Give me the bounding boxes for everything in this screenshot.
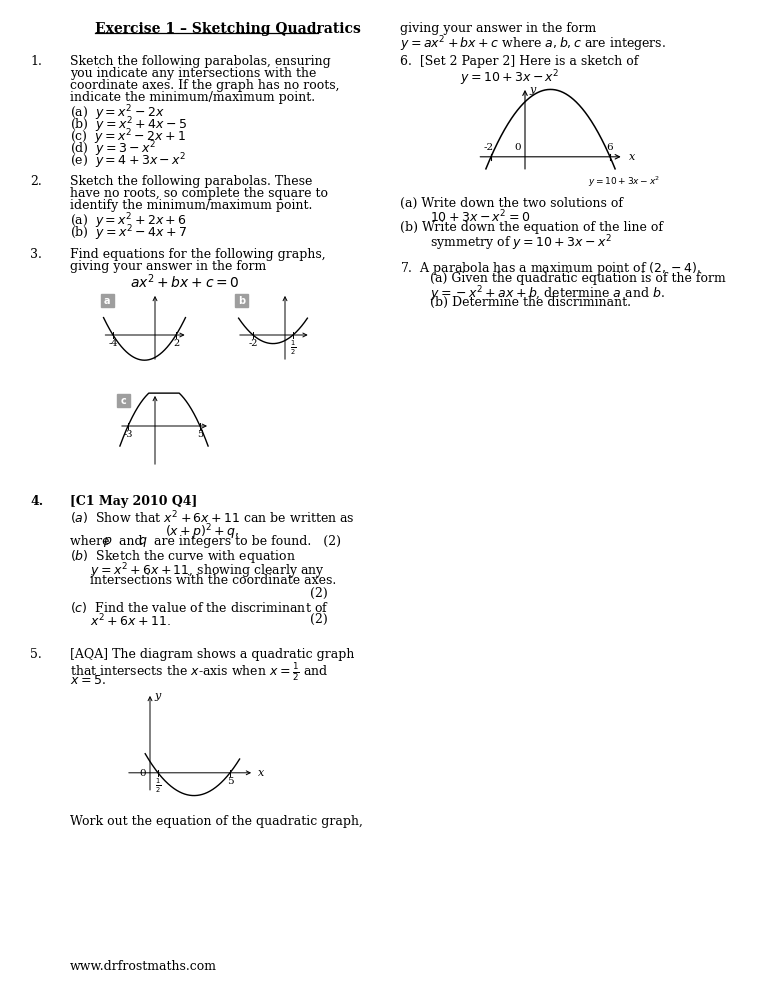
Text: y: y	[154, 691, 161, 701]
Text: 6.  [Set 2 Paper 2] Here is a sketch of: 6. [Set 2 Paper 2] Here is a sketch of	[400, 55, 638, 68]
Text: 2.: 2.	[30, 175, 41, 188]
Text: intersections with the coordinate axes.: intersections with the coordinate axes.	[90, 574, 336, 587]
Text: x: x	[628, 152, 635, 162]
Text: $y = ax^2 + bx + c$ where $a, b, c$ are integers.: $y = ax^2 + bx + c$ where $a, b, c$ are …	[400, 34, 666, 54]
Text: (b)  $y = x^2 + 4x - 5$: (b) $y = x^2 + 4x - 5$	[70, 115, 187, 134]
Text: giving your answer in the form: giving your answer in the form	[400, 22, 596, 35]
Bar	[117, 394, 130, 407]
Text: (a)  $y = x^2 - 2x$: (a) $y = x^2 - 2x$	[70, 103, 164, 122]
Text: (a) Write down the two solutions of: (a) Write down the two solutions of	[400, 197, 623, 210]
Text: 4.: 4.	[30, 495, 43, 508]
Text: (b) Determine the discriminant.: (b) Determine the discriminant.	[430, 296, 631, 309]
Text: you indicate any intersections with the: you indicate any intersections with the	[70, 67, 316, 80]
Text: $(x + p)^2 + q,$: $(x + p)^2 + q,$	[165, 522, 240, 542]
Text: indicate the minimum/maximum point.: indicate the minimum/maximum point.	[70, 91, 315, 104]
Bar	[101, 294, 114, 307]
Text: www.drfrostmaths.com: www.drfrostmaths.com	[70, 960, 217, 973]
Text: 3.: 3.	[30, 248, 42, 261]
Text: b: b	[238, 295, 245, 305]
Text: $y = 10 + 3x - x^2$: $y = 10 + 3x - x^2$	[460, 68, 560, 87]
Text: and: and	[115, 535, 147, 548]
Text: $(c)$  Find the value of the discriminant of: $(c)$ Find the value of the discriminant…	[70, 600, 329, 615]
Text: $(a)$  Show that $x^2 + 6x + 11$ can be written as: $(a)$ Show that $x^2 + 6x + 11$ can be w…	[70, 509, 355, 527]
Text: Find equations for the following graphs,: Find equations for the following graphs,	[70, 248, 326, 261]
Text: y: y	[529, 85, 535, 95]
Text: (b)  $y = x^2 - 4x + 7$: (b) $y = x^2 - 4x + 7$	[70, 223, 187, 243]
Text: -3: -3	[123, 430, 133, 439]
Text: -2: -2	[484, 143, 494, 152]
Text: c: c	[121, 396, 127, 406]
Text: $x^2 + 6x + 11.$: $x^2 + 6x + 11.$	[90, 613, 170, 629]
Text: (2): (2)	[310, 587, 328, 600]
Text: where: where	[70, 535, 114, 548]
Text: a: a	[104, 295, 111, 305]
Text: x: x	[258, 767, 264, 777]
Text: (c)  $y = x^2 - 2x + 1$: (c) $y = x^2 - 2x + 1$	[70, 127, 186, 146]
Bar	[235, 294, 248, 307]
Text: (b) Write down the equation of the line of: (b) Write down the equation of the line …	[400, 221, 663, 234]
Text: $10 + 3x - x^2 = 0$: $10 + 3x - x^2 = 0$	[430, 209, 530, 226]
Text: 2: 2	[173, 339, 179, 348]
Text: that intersects the $x$-axis when $x = \frac{1}{2}$ and: that intersects the $x$-axis when $x = \…	[70, 661, 329, 683]
Text: $y=10+3x-x^2$: $y=10+3x-x^2$	[588, 175, 660, 189]
Text: 0: 0	[515, 143, 521, 152]
Text: -4: -4	[108, 339, 118, 348]
Text: are integers to be found.   (2): are integers to be found. (2)	[150, 535, 341, 548]
Text: coordinate axes. If the graph has no roots,: coordinate axes. If the graph has no roo…	[70, 79, 339, 92]
Text: 5.: 5.	[30, 648, 41, 661]
Text: Work out the equation of the quadratic graph,: Work out the equation of the quadratic g…	[70, 815, 362, 828]
Text: (2): (2)	[310, 613, 328, 626]
Text: $y = x^2 + 6x + 11$, showing clearly any: $y = x^2 + 6x + 11$, showing clearly any	[90, 561, 325, 580]
Text: 7.  A parabola has a maximum point of $(2, -4)$.: 7. A parabola has a maximum point of $(2…	[400, 260, 701, 277]
Text: (a) Given the quadratic equation is of the form: (a) Given the quadratic equation is of t…	[430, 272, 726, 285]
Text: 5: 5	[197, 430, 203, 439]
Text: 6: 6	[607, 143, 614, 152]
Text: [AQA] The diagram shows a quadratic graph: [AQA] The diagram shows a quadratic grap…	[70, 648, 354, 661]
Text: $\frac{1}{2}$: $\frac{1}{2}$	[155, 776, 161, 795]
Text: [C1 May 2010 Q4]: [C1 May 2010 Q4]	[70, 495, 197, 508]
Text: $ax^2 + bx + c = 0$: $ax^2 + bx + c = 0$	[130, 272, 240, 290]
Text: symmetry of $y = 10 + 3x - x^2$: symmetry of $y = 10 + 3x - x^2$	[430, 233, 612, 252]
Text: have no roots, so complete the square to: have no roots, so complete the square to	[70, 187, 328, 200]
Text: (d)  $y = 3 - x^2$: (d) $y = 3 - x^2$	[70, 139, 157, 159]
Text: $x = 5$.: $x = 5$.	[70, 674, 106, 687]
Text: $(b)$  Sketch the curve with equation: $(b)$ Sketch the curve with equation	[70, 548, 296, 565]
Text: Sketch the following parabolas. These: Sketch the following parabolas. These	[70, 175, 313, 188]
Text: (e)  $y = 4 + 3x - x^2$: (e) $y = 4 + 3x - x^2$	[70, 151, 187, 171]
Text: giving your answer in the form: giving your answer in the form	[70, 260, 266, 273]
Text: identify the minimum/maximum point.: identify the minimum/maximum point.	[70, 199, 313, 212]
Text: $p$: $p$	[103, 535, 112, 549]
Text: $y = -x^2 + ax + b$, determine $a$ and $b$.: $y = -x^2 + ax + b$, determine $a$ and $…	[430, 284, 665, 303]
Text: 1.: 1.	[30, 55, 42, 68]
Text: -2: -2	[248, 339, 258, 348]
Text: $q$: $q$	[138, 535, 147, 549]
Text: Exercise 1 – Sketching Quadratics: Exercise 1 – Sketching Quadratics	[95, 22, 361, 36]
Text: 0: 0	[139, 768, 146, 777]
Text: 5: 5	[227, 776, 233, 786]
Text: (a)  $y = x^2 + 2x + 6$: (a) $y = x^2 + 2x + 6$	[70, 211, 187, 231]
Text: Sketch the following parabolas, ensuring: Sketch the following parabolas, ensuring	[70, 55, 331, 68]
Text: $\frac{1}{2}$: $\frac{1}{2}$	[290, 339, 296, 357]
